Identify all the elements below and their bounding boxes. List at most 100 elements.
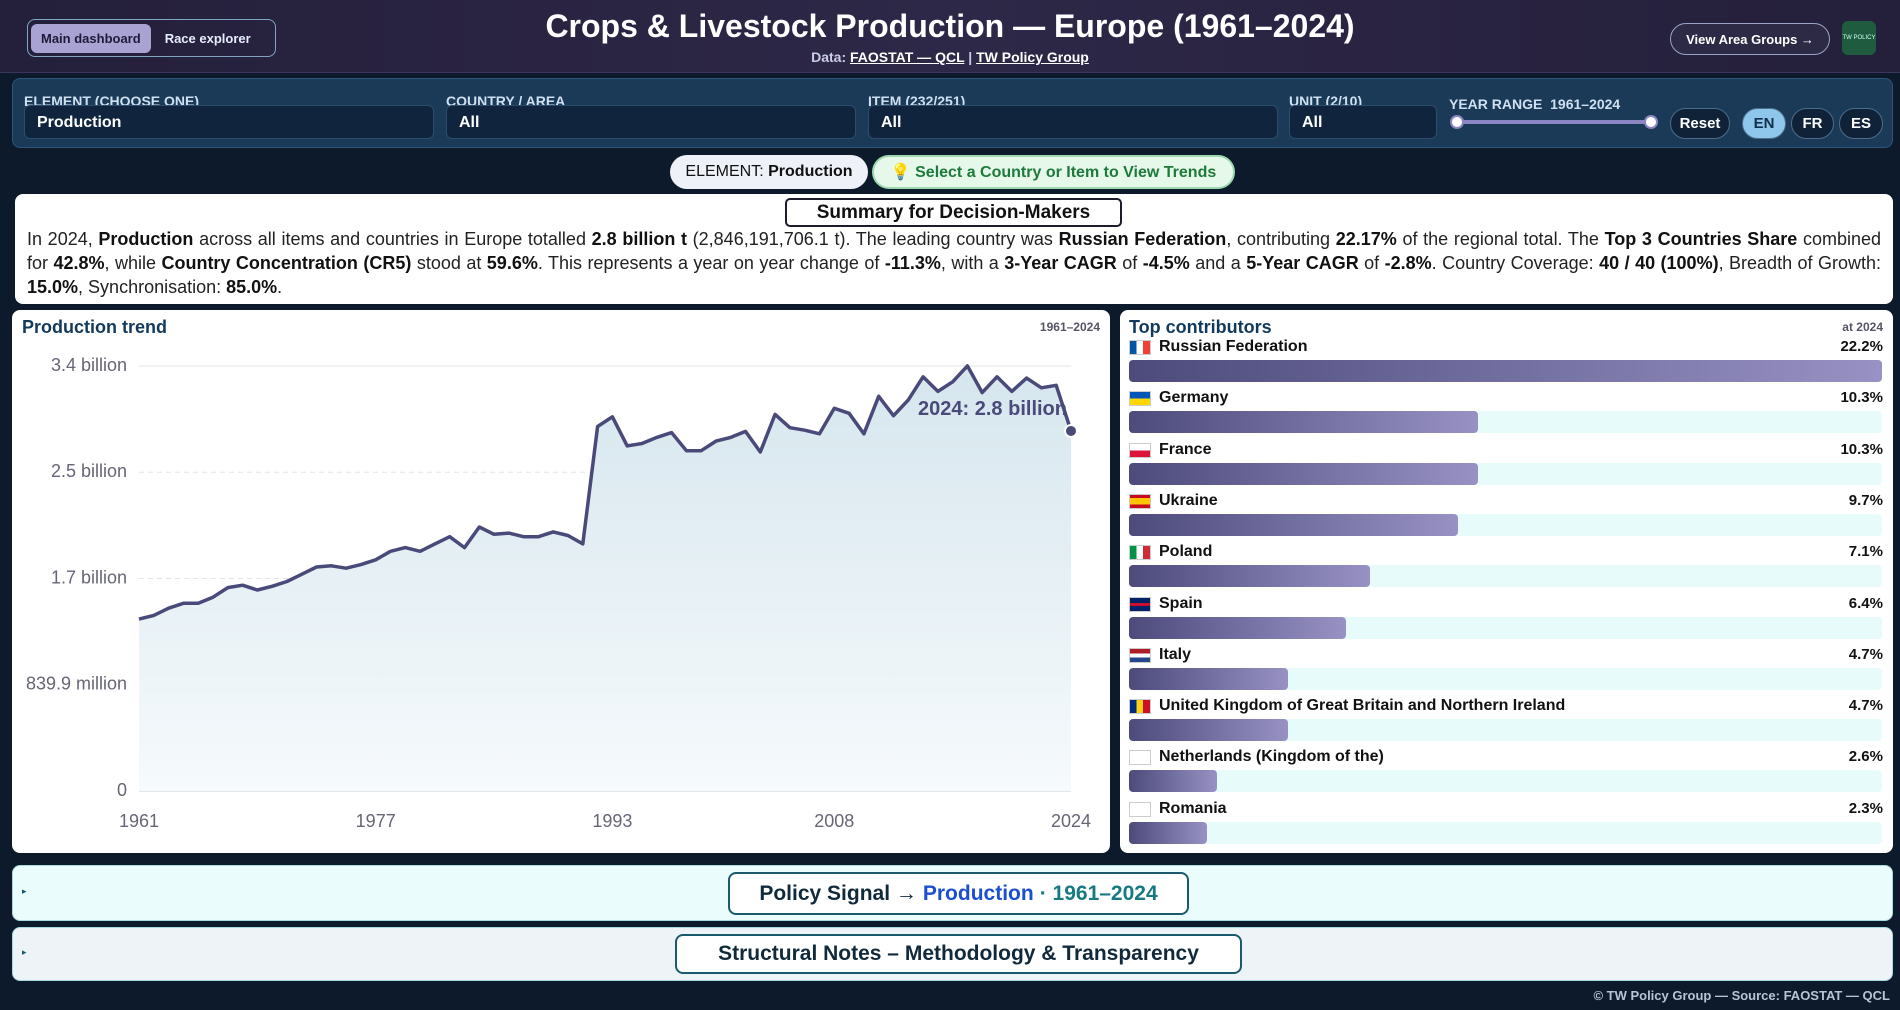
x-tick-label: 2008 [814,811,854,831]
view-tabs: Main dashboard Race explorer [27,19,276,57]
source-link[interactable]: FAOSTAT — QCL [850,49,965,65]
flag-icon [1129,647,1151,663]
expand-arrow[interactable]: ▸ [22,886,27,896]
flag-icon [1129,699,1151,715]
year-range-label: YEAR RANGE 1961–2024 [1449,96,1620,112]
value-label: 9.7% [1848,491,1883,509]
value-label: 10.3% [1840,440,1883,458]
reset-button[interactable]: Reset [1670,108,1730,139]
summary-fragment: 5-Year CAGR [1246,253,1359,273]
y-tick-label: 0 [117,780,127,800]
summary-fragment: Russian Federation [1058,229,1227,249]
summary-fragment: 3-Year CAGR [1004,253,1117,273]
summary-fragment: , Synchronisation: [78,277,227,297]
value-label: 4.7% [1848,645,1883,663]
country-name: France [1159,440,1212,458]
summary-text: In 2024, Production across all items and… [27,227,1881,299]
end-point [1064,423,1078,438]
logo: TW POLICY [1842,21,1876,55]
panel-range: 1961–2024 [1039,320,1100,334]
y-tick-label: 1.7 billion [51,567,127,587]
summary-fragment: Top 3 Countries Share [1604,229,1798,249]
value-label: 10.3% [1840,389,1883,407]
value-label: 4.7% [1848,697,1883,715]
summary-heading: Summary for Decision-Makers [785,198,1122,227]
summary-fragment: of [1358,253,1385,273]
year-slider[interactable] [1454,120,1654,124]
flag-icon [1129,801,1151,817]
country-name: Netherlands (Kingdom of the) [1159,748,1384,766]
x-tick-label: 1961 [119,811,159,831]
flag-icon [1129,340,1151,355]
data-label: Data: [811,49,847,65]
country-name: Romania [1159,799,1227,817]
filter-select[interactable]: Production [24,105,434,139]
summary-fragment: across all items and countries in Europe… [193,229,592,249]
flag-icon [1129,750,1151,766]
trend-panel: Production trend 1961–2024 0 839.9 millio… [12,310,1110,853]
bar-track [1129,770,1882,793]
year-value: 1961–2024 [1550,96,1621,112]
policy-heading[interactable]: Policy Signal → Production · 1961–2024 [728,872,1189,915]
value-label: 6.4% [1848,594,1883,612]
line [138,364,1073,621]
tab[interactable]: Race explorer [164,30,251,46]
country-name: Germany [1159,389,1229,407]
value-label: 7.1% [1848,543,1883,561]
filter-select[interactable]: All [868,105,1278,139]
value-label: 2.3% [1848,799,1883,817]
summary-fragment: -4.5% [1142,253,1190,273]
summary-fragment: -2.8% [1384,253,1432,273]
notes-heading[interactable]: Structural Notes – Methodology & Transpa… [675,934,1242,974]
language-button[interactable]: FR [1791,108,1834,139]
slider-knob[interactable] [1644,115,1658,129]
flag-icon [1129,391,1151,407]
area-groups-button[interactable]: View Area Groups → [1670,23,1830,55]
bar [1129,360,1882,382]
summary-fragment: 15.0% [27,277,79,297]
page-title: Crops & Livestock Production — Europe (1… [545,8,1355,44]
summary-fragment: 85.0% [226,277,278,297]
country-name: Spain [1159,594,1203,612]
summary-fragment: . This represents a year on year change … [537,253,885,273]
language-button[interactable]: EN [1742,108,1786,139]
element-chip: ELEMENT: Production [670,155,868,189]
language-button[interactable]: ES [1839,108,1883,139]
y-tick-label: 839.9 million [26,674,127,694]
y-tick-label: 3.4 billion [51,355,127,375]
panel-title: Top contributors [1129,317,1272,337]
bar [1129,821,1207,844]
policy-element: Production [922,881,1034,905]
year-label: YEAR RANGE [1449,96,1543,112]
summary-fragment: Country Concentration (CR5) [161,253,412,273]
flag-icon [1129,442,1151,458]
panel-title: Production trend [22,317,167,337]
summary-fragment: combined for [27,229,1882,273]
summary-fragment: In 2024, [27,229,99,249]
filter-select[interactable]: All [446,105,856,139]
org-link[interactable]: TW Policy Group [976,49,1089,65]
country-name: Poland [1159,543,1213,561]
hint-chip: 💡 Select a Country or Item to View Trend… [872,155,1235,189]
summary-fragment: (2,846,191,706.1 t). The leading country… [687,229,1059,249]
x-tick-label: 1993 [592,811,632,831]
x-tick-label: 1977 [356,811,396,831]
filter-select[interactable]: All [1289,105,1437,139]
bar [1129,565,1370,588]
summary-fragment: 42.8% [53,253,105,273]
slider-knob[interactable] [1450,115,1464,129]
contributor-row: Italy 4.7% [1120,646,1893,694]
summary-fragment: 59.6% [486,253,538,273]
expand-arrow[interactable]: ▸ [22,947,27,957]
x-tick-label: 2024 [1051,811,1091,831]
tab[interactable]: Main dashboard [31,23,151,53]
summary-fragment: . [277,277,283,297]
bar-track [1129,821,1882,844]
flag-icon [1129,596,1151,612]
contributors-panel: Top contributors at 2024 Russian Federat… [1120,310,1893,853]
country-name: Italy [1159,645,1192,663]
bar [1129,667,1289,690]
bar [1129,616,1347,639]
area [139,365,1071,791]
flag-icon [1129,493,1151,509]
